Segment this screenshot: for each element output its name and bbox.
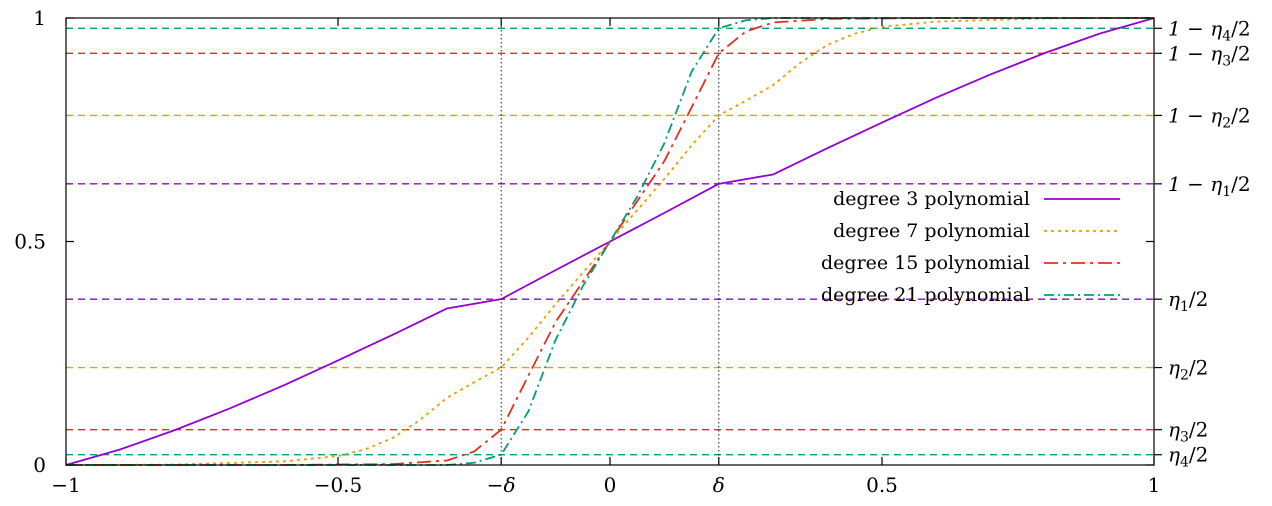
right-label-subscript: 3 — [1180, 430, 1189, 446]
right-label-5: η2/2 — [1168, 356, 1208, 384]
right-label-7: η4/2 — [1168, 443, 1208, 471]
axis-ticks: −1 −0.5 −δ 0 δ 0.5 1 0 0.5 1 — [14, 6, 1160, 497]
right-label-subscript: 1 — [1180, 299, 1189, 315]
y-tick-label-0: 0 — [33, 453, 46, 477]
right-label-base: η — [1168, 287, 1180, 311]
series-curves — [65, 17, 1155, 466]
right-label-base: η — [1168, 443, 1180, 467]
right-label-tail: /2 — [1189, 443, 1208, 467]
right-label-tail: /2 — [1189, 418, 1208, 442]
right-label-6: η3/2 — [1168, 418, 1208, 446]
x-tick-label-4: δ — [713, 473, 725, 497]
x-tick-label-6: 1 — [1148, 473, 1161, 497]
right-label-subscript: 2 — [1222, 115, 1231, 131]
legend-label-4: degree 21 polynomial — [821, 284, 1030, 306]
right-label-3: 1 − η1/2 — [1168, 172, 1251, 200]
threshold-labels: 1 − η4/21 − η3/21 − η2/21 − η1/2η1/2η2/2… — [1154, 16, 1251, 471]
series-line-1 — [65, 17, 1155, 466]
x-tick-label-5: 0.5 — [866, 473, 898, 497]
right-label-tail: /2 — [1231, 103, 1250, 127]
delta-markers — [500, 18, 720, 465]
x-tick-label-3: 0 — [604, 473, 617, 497]
right-label-base: η — [1168, 418, 1180, 442]
right-label-base: η — [1168, 356, 1180, 380]
right-label-base: 1 − η — [1168, 103, 1222, 127]
y-tick-label-2: 1 — [33, 6, 46, 30]
right-label-subscript: 2 — [1180, 368, 1189, 384]
right-label-base: 1 − η — [1168, 16, 1222, 40]
right-label-subscript: 3 — [1222, 53, 1231, 69]
right-label-subscript: 4 — [1222, 28, 1231, 44]
x-tick-label-0: −1 — [51, 473, 80, 497]
series-line-3 — [66, 17, 1154, 466]
series-line-2 — [65, 17, 1155, 466]
legend-label-2: degree 7 polynomial — [833, 220, 1030, 242]
x-tick-label-1: −0.5 — [314, 473, 363, 497]
right-label-4: η1/2 — [1168, 287, 1208, 315]
right-label-tail: /2 — [1189, 287, 1208, 311]
x-tick-label-2: −δ — [487, 473, 516, 497]
right-label-tail: /2 — [1231, 16, 1250, 40]
legend-label-3: degree 15 polynomial — [821, 252, 1030, 274]
right-label-base: 1 − η — [1168, 172, 1222, 196]
right-label-1: 1 − η3/2 — [1168, 41, 1251, 69]
right-label-2: 1 − η2/2 — [1168, 103, 1251, 131]
right-label-subscript: 1 — [1222, 184, 1231, 200]
right-label-tail: /2 — [1231, 172, 1250, 196]
legend-label-1: degree 3 polynomial — [833, 188, 1030, 210]
right-label-subscript: 4 — [1180, 455, 1189, 471]
legend: degree 3 polynomial degree 7 polynomial de… — [821, 188, 1120, 306]
right-label-tail: /2 — [1189, 356, 1208, 380]
right-label-tail: /2 — [1231, 41, 1250, 65]
threshold-lines — [66, 27, 1154, 456]
right-label-0: 1 − η4/2 — [1168, 16, 1251, 44]
right-label-base: 1 − η — [1168, 41, 1222, 65]
y-tick-label-1: 0.5 — [14, 230, 46, 254]
series-line-4 — [66, 17, 1154, 466]
